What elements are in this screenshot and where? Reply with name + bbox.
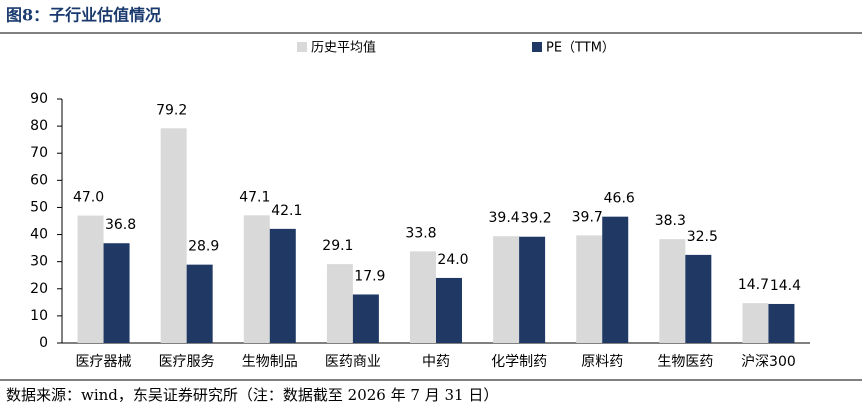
x-tick-label: 医药商业 <box>325 354 381 370</box>
bar <box>659 239 686 343</box>
value-label: 39.4 <box>489 210 520 226</box>
value-label: 79.2 <box>156 102 187 118</box>
bar <box>77 215 104 343</box>
bar <box>493 236 520 343</box>
value-label: 33.8 <box>405 225 436 241</box>
y-tick-label: 30 <box>30 254 48 270</box>
source-note: 数据来源：wind，东吴证券研究所（注：数据截至 2026 年 7 月 31 日… <box>6 386 498 404</box>
x-tick-label: 生物制品 <box>242 354 298 370</box>
legend-swatch <box>532 42 542 52</box>
bar <box>326 264 353 343</box>
y-tick-label: 90 <box>30 91 48 107</box>
value-label: 24.0 <box>437 252 468 268</box>
value-label: 32.5 <box>687 229 718 245</box>
chart-title: 图8：子行业估值情况 <box>6 6 161 25</box>
value-label: 38.3 <box>655 213 686 229</box>
y-tick-label: 50 <box>30 199 48 215</box>
y-tick-label: 70 <box>30 145 48 161</box>
bar <box>768 303 795 343</box>
value-label: 47.0 <box>73 190 104 206</box>
bar <box>519 236 546 343</box>
value-label: 28.9 <box>188 239 219 255</box>
bar <box>186 264 213 343</box>
y-tick-label: 0 <box>39 335 48 351</box>
bar <box>576 235 603 343</box>
value-label: 17.9 <box>354 268 385 284</box>
value-label: 14.7 <box>738 277 769 293</box>
y-tick-label: 80 <box>30 118 48 134</box>
value-label: 46.6 <box>604 191 635 207</box>
bar <box>103 243 130 343</box>
bar <box>160 128 187 343</box>
x-tick-label: 化学制药 <box>491 354 547 370</box>
x-tick-label: 生物医药 <box>657 354 713 370</box>
x-tick-label: 原料药 <box>581 354 623 370</box>
y-tick-label: 20 <box>30 281 48 297</box>
bar <box>269 228 296 343</box>
legend-label: 历史平均值 <box>311 40 376 56</box>
value-label: 42.1 <box>271 203 302 219</box>
value-label: 39.2 <box>521 211 552 227</box>
x-tick-label: 医疗服务 <box>159 354 215 370</box>
value-label: 14.4 <box>770 278 801 294</box>
legend-swatch <box>297 42 307 52</box>
bar <box>243 215 270 343</box>
y-tick-label: 60 <box>30 172 48 188</box>
x-tick-label: 沪深300 <box>741 354 796 370</box>
bar <box>352 294 379 343</box>
y-tick-label: 40 <box>30 227 48 243</box>
value-label: 47.1 <box>239 189 270 205</box>
x-tick-label: 中药 <box>422 354 450 370</box>
value-label: 36.8 <box>105 217 136 233</box>
value-label: 29.1 <box>322 238 353 254</box>
bar <box>602 216 629 343</box>
bar <box>410 251 436 343</box>
bar <box>742 303 769 343</box>
bar <box>436 277 462 343</box>
value-label: 39.7 <box>572 209 603 225</box>
legend-label: PE（TTM） <box>546 41 615 56</box>
y-tick-label: 10 <box>30 308 48 324</box>
x-tick-label: 医疗器械 <box>76 354 132 370</box>
bar <box>685 254 712 343</box>
